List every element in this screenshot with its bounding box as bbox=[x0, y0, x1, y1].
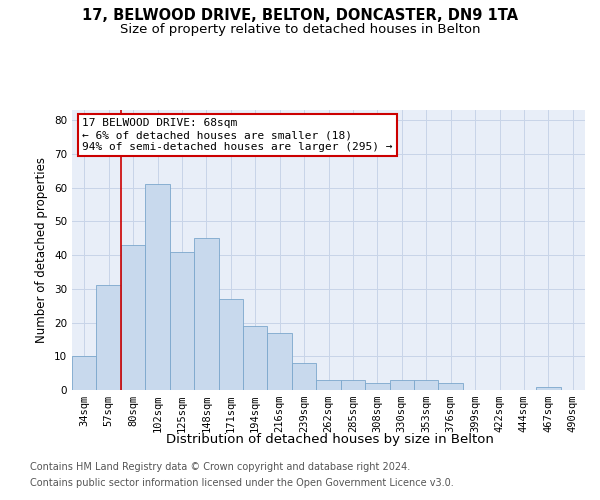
Bar bbox=[170, 252, 194, 390]
Bar bbox=[389, 380, 414, 390]
Bar bbox=[268, 332, 292, 390]
Bar bbox=[341, 380, 365, 390]
Bar bbox=[72, 356, 97, 390]
Bar bbox=[194, 238, 218, 390]
Bar bbox=[365, 384, 389, 390]
Bar bbox=[243, 326, 268, 390]
Bar bbox=[414, 380, 439, 390]
Bar bbox=[145, 184, 170, 390]
Bar bbox=[218, 299, 243, 390]
Y-axis label: Number of detached properties: Number of detached properties bbox=[35, 157, 49, 343]
Bar bbox=[121, 245, 145, 390]
Bar bbox=[97, 286, 121, 390]
Bar bbox=[316, 380, 341, 390]
Text: Size of property relative to detached houses in Belton: Size of property relative to detached ho… bbox=[120, 22, 480, 36]
Text: Contains HM Land Registry data © Crown copyright and database right 2024.: Contains HM Land Registry data © Crown c… bbox=[30, 462, 410, 472]
Bar bbox=[536, 386, 560, 390]
Text: 17 BELWOOD DRIVE: 68sqm
← 6% of detached houses are smaller (18)
94% of semi-det: 17 BELWOOD DRIVE: 68sqm ← 6% of detached… bbox=[82, 118, 393, 152]
Text: 17, BELWOOD DRIVE, BELTON, DONCASTER, DN9 1TA: 17, BELWOOD DRIVE, BELTON, DONCASTER, DN… bbox=[82, 8, 518, 22]
Text: Distribution of detached houses by size in Belton: Distribution of detached houses by size … bbox=[166, 432, 494, 446]
Bar bbox=[439, 384, 463, 390]
Text: Contains public sector information licensed under the Open Government Licence v3: Contains public sector information licen… bbox=[30, 478, 454, 488]
Bar bbox=[292, 363, 316, 390]
